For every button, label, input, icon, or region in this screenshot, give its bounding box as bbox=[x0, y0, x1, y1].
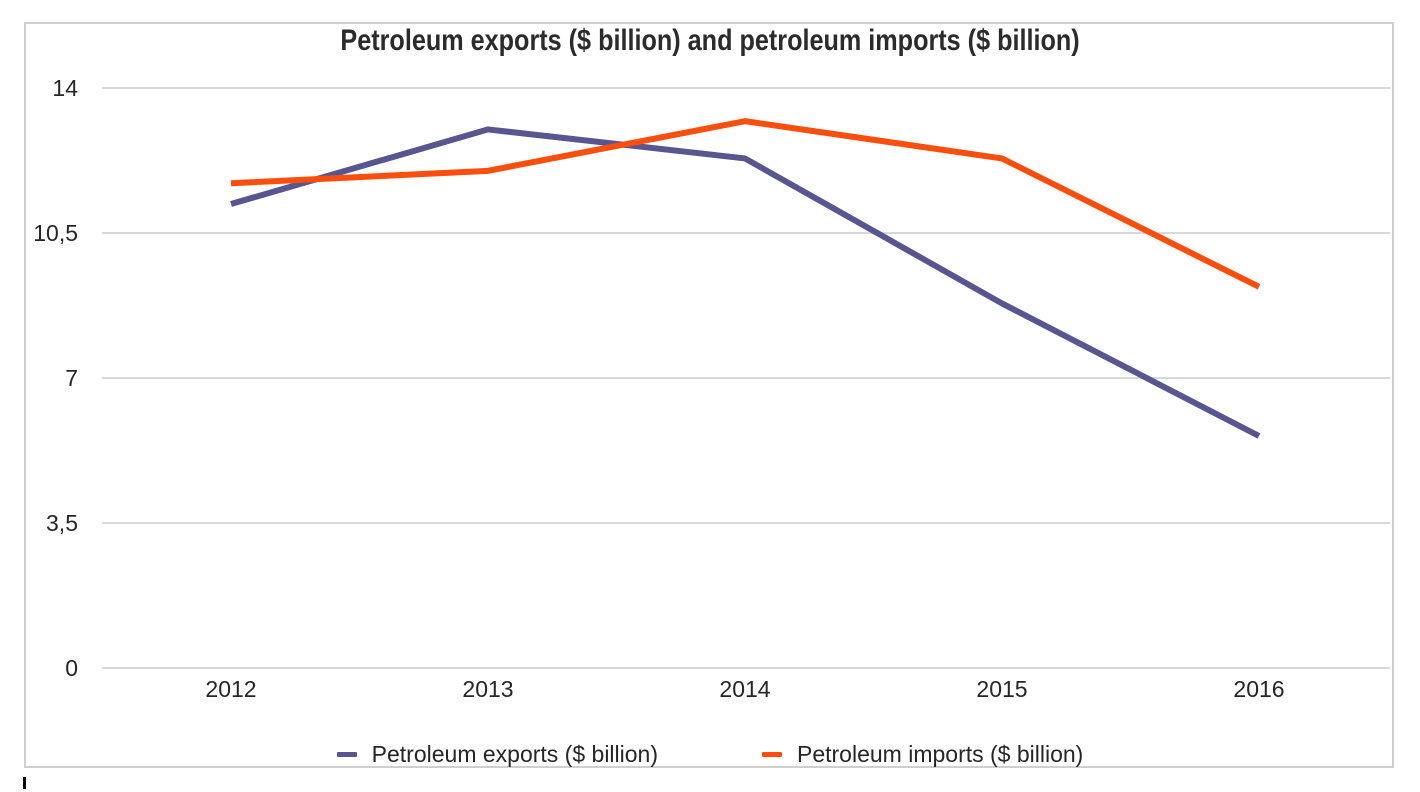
x-tick-label-2014: 2014 bbox=[719, 676, 771, 702]
gridline-y-7 bbox=[102, 377, 1390, 379]
imports-legend-label: Petroleum imports ($ billion) bbox=[797, 741, 1084, 767]
legend: Petroleum exports ($ billion) Petroleum … bbox=[0, 741, 1420, 768]
legend-item-imports: Petroleum imports ($ billion) bbox=[762, 741, 1083, 768]
gridline-y-14 bbox=[102, 87, 1390, 89]
gridline-y-0 bbox=[102, 667, 1390, 669]
x-tick-label-2013: 2013 bbox=[462, 676, 514, 702]
chart-title-row: Petroleum exports ($ billion) and petrol… bbox=[0, 24, 1420, 58]
y-tick-label-0: 0 bbox=[65, 655, 78, 681]
y-tick-label-10,5: 10,5 bbox=[33, 220, 78, 246]
exports-series-dash-icon bbox=[336, 752, 357, 757]
y-tick-label-3,5: 3,5 bbox=[46, 510, 78, 536]
x-tick-label-2015: 2015 bbox=[976, 676, 1028, 702]
chart-frame bbox=[24, 22, 1394, 768]
legend-item-exports: Petroleum exports ($ billion) bbox=[336, 741, 658, 768]
gridline-y-10,5 bbox=[102, 232, 1390, 234]
x-tick-label-2012: 2012 bbox=[205, 676, 257, 702]
y-tick-label-14: 14 bbox=[52, 75, 78, 101]
text-cursor-artifact bbox=[23, 777, 26, 789]
imports-series-dash-icon bbox=[762, 752, 782, 757]
exports-legend-label: Petroleum exports ($ billion) bbox=[371, 741, 658, 767]
gridline-y-3,5 bbox=[102, 522, 1390, 524]
y-tick-label-7: 7 bbox=[65, 365, 78, 391]
chart-title: Petroleum exports ($ billion) and petrol… bbox=[340, 24, 1080, 57]
x-tick-label-2016: 2016 bbox=[1233, 676, 1285, 702]
